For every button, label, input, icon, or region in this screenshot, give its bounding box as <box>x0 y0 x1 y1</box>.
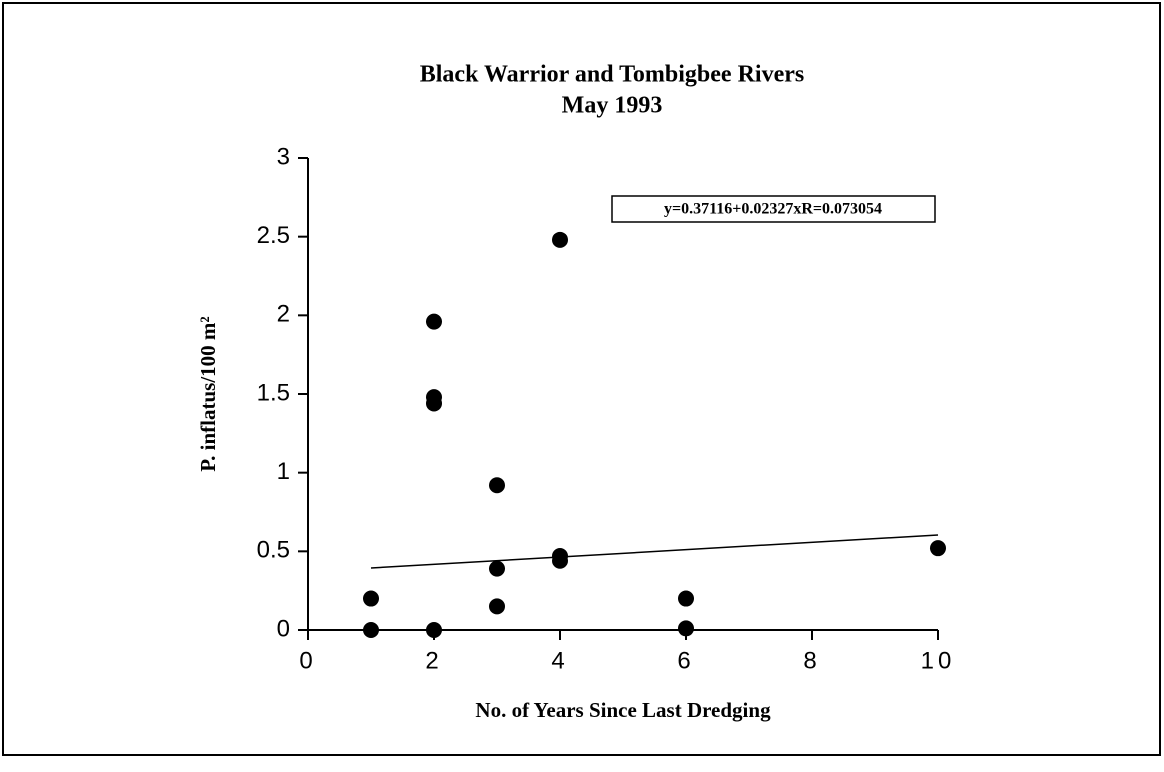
point <box>552 552 568 569</box>
x-tick-label: 8 <box>803 647 820 674</box>
x-tick-label: 10 <box>921 647 956 674</box>
point <box>489 598 505 615</box>
point <box>426 313 442 330</box>
y-axis-label: P. inflatus/100 m² <box>196 316 220 471</box>
x-axis-label: No. of Years Since Last Dredging <box>475 698 771 722</box>
point <box>426 622 442 638</box>
y-tick-label: 1 <box>277 458 290 485</box>
point <box>489 477 505 494</box>
point <box>363 622 379 638</box>
x-tick-label: 4 <box>551 647 568 674</box>
y-tick-label: 2.5 <box>257 222 290 249</box>
trend-line <box>370 534 939 569</box>
x-tick-label: 6 <box>677 647 694 674</box>
y-tick-label: 1.5 <box>257 379 290 406</box>
annotation: y=0.37116+0.02327xR=0.073054 <box>664 201 882 218</box>
y-tick-label: 3 <box>277 143 290 170</box>
x-tick-label: 0 <box>299 647 316 674</box>
x-tick-label: 2 <box>425 647 442 674</box>
y-tick-label: 0.5 <box>257 537 290 564</box>
chart-subtitle: May 1993 <box>562 93 663 119</box>
annotation-box <box>611 195 936 223</box>
point <box>552 231 568 248</box>
chart-title: Black Warrior and Tombigbee Rivers <box>420 62 804 88</box>
y-tick-label: 0 <box>277 615 290 642</box>
frame <box>2 2 1161 756</box>
point <box>426 395 442 412</box>
point <box>489 560 505 577</box>
y-tick-label: 2 <box>277 301 290 328</box>
point <box>678 590 694 607</box>
point <box>363 590 379 607</box>
point <box>678 620 694 637</box>
point <box>930 540 946 557</box>
